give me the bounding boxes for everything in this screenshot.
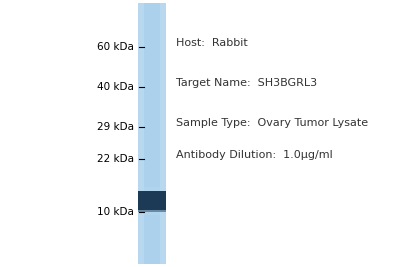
Bar [138, 3, 166, 264]
Bar [144, 3, 160, 264]
Text: 60 kDa: 60 kDa [97, 42, 134, 52]
Bar [138, 210, 166, 215]
Text: 40 kDa: 40 kDa [97, 82, 134, 92]
Text: 29 kDa: 29 kDa [97, 122, 134, 132]
Text: Sample Type:  Ovary Tumor Lysate: Sample Type: Ovary Tumor Lysate [176, 118, 368, 128]
Bar [138, 187, 166, 191]
Text: 10 kDa: 10 kDa [97, 207, 134, 217]
Text: Antibody Dilution:  1.0μg/ml: Antibody Dilution: 1.0μg/ml [176, 150, 333, 160]
Text: Target Name:  SH3BGRL3: Target Name: SH3BGRL3 [176, 78, 317, 88]
Text: Host:  Rabbit: Host: Rabbit [176, 38, 248, 48]
Text: 22 kDa: 22 kDa [97, 154, 134, 164]
Bar [138, 191, 166, 212]
